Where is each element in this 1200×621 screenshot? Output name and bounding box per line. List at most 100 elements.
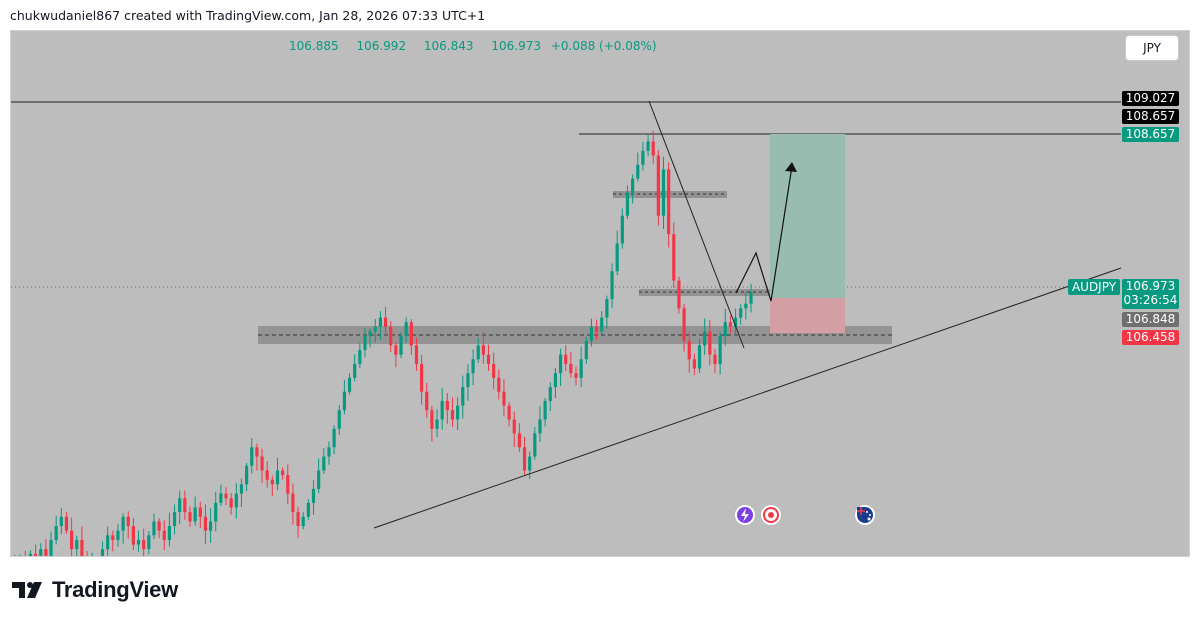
- candle-body: [152, 521, 156, 536]
- candle-body: [553, 373, 558, 388]
- candle-body: [317, 470, 321, 489]
- candle-body: [224, 493, 228, 499]
- candle-body: [116, 530, 120, 540]
- candle-body: [126, 516, 130, 527]
- candle-body: [723, 322, 727, 337]
- candle-body: [579, 359, 583, 378]
- currency-button[interactable]: JPY: [1125, 35, 1179, 61]
- ohlc-readout: 106.885 106.992 106.843 106.973 +0.088 (…: [289, 39, 671, 53]
- candle-body: [306, 502, 310, 517]
- candle-body: [420, 363, 424, 392]
- candle-body: [594, 326, 599, 332]
- candle-body: [49, 539, 53, 556]
- candle-body: [270, 479, 274, 485]
- candle-body: [59, 516, 63, 527]
- candle-body: [476, 345, 480, 360]
- candle-body: [739, 308, 743, 318]
- candle-body: [733, 317, 738, 327]
- ohlc-high: 106.992: [356, 39, 407, 53]
- price-chart[interactable]: [11, 31, 1190, 557]
- candle-body: [373, 326, 377, 332]
- candle-body: [265, 470, 269, 480]
- candle-body: [646, 141, 650, 151]
- candle-body: [291, 493, 295, 513]
- ohlc-open: 106.885: [289, 39, 339, 53]
- candle-body: [121, 516, 125, 531]
- candle-body: [425, 391, 429, 411]
- candle-body: [728, 322, 733, 327]
- candle-body: [245, 465, 249, 485]
- candle-body: [198, 507, 202, 517]
- candle-body: [80, 539, 84, 556]
- candle-body: [239, 484, 244, 494]
- attribution-text: chukwudaniel867 created with TradingView…: [10, 8, 486, 23]
- candle-body: [440, 400, 444, 420]
- candle-body: [368, 331, 372, 337]
- candle-body: [569, 363, 573, 374]
- candle-body: [111, 535, 115, 540]
- tradingview-brand-text: TradingView: [52, 577, 178, 602]
- candle-body: [677, 280, 681, 309]
- candle-body: [697, 345, 702, 369]
- candle-body: [682, 308, 686, 341]
- candle-body: [409, 322, 413, 346]
- candle-body: [172, 512, 177, 527]
- candle-body: [147, 535, 151, 550]
- ohlc-low: 106.843: [423, 39, 474, 53]
- candle-body: [466, 373, 470, 388]
- target-zone: [770, 134, 845, 298]
- candle-body: [430, 410, 434, 429]
- candle-body: [744, 303, 748, 309]
- projection-path: [735, 165, 793, 302]
- candle-body: [75, 539, 79, 550]
- candle-body: [178, 498, 182, 513]
- candle-body: [399, 336, 403, 355]
- candle-body: [703, 331, 707, 346]
- candle-body: [394, 345, 398, 355]
- candle-body: [404, 322, 408, 337]
- candle-body: [435, 419, 439, 429]
- candle-body: [347, 377, 352, 392]
- candle-body: [229, 498, 233, 508]
- candle-body: [100, 549, 105, 556]
- candle-body: [620, 215, 624, 244]
- candle-body: [641, 150, 645, 165]
- candle-body: [378, 317, 383, 327]
- candle-body: [33, 553, 38, 556]
- candle-body: [322, 456, 326, 471]
- price-label-target-dark: 108.657: [1122, 109, 1179, 124]
- candle-body: [414, 345, 419, 364]
- candle-body: [708, 331, 712, 355]
- candle-body: [136, 539, 141, 545]
- chart-area[interactable]: 106.885 106.992 106.843 106.973 +0.088 (…: [10, 30, 1190, 557]
- candle-body: [183, 498, 187, 513]
- candle-body: [718, 336, 722, 364]
- candle-body: [574, 373, 578, 378]
- candle-body: [167, 526, 172, 540]
- candle-body: [142, 539, 146, 550]
- candle-body: [64, 516, 69, 531]
- candle-body: [749, 292, 753, 304]
- candle-body: [481, 345, 485, 355]
- candle-body: [131, 526, 135, 545]
- candle-body: [219, 493, 223, 503]
- candle-body: [667, 169, 671, 235]
- candle-body: [301, 516, 305, 527]
- candle-body: [281, 470, 285, 476]
- ohlc-close: 106.973: [491, 39, 541, 53]
- candle-body: [353, 363, 357, 378]
- price-label-target: 108.657: [1122, 127, 1179, 142]
- candle-body: [656, 155, 660, 216]
- candle-body: [543, 400, 547, 420]
- candle-body: [250, 447, 254, 466]
- candle-body: [332, 428, 336, 448]
- candle-body: [522, 447, 527, 471]
- stop-zone: [770, 298, 845, 333]
- candle-body: [564, 354, 568, 364]
- candle-body: [275, 470, 280, 485]
- candle-body: [538, 419, 542, 434]
- candle-body: [39, 549, 43, 556]
- candle-body: [383, 317, 388, 327]
- candle-body: [54, 526, 58, 540]
- last-price-label: 106.973 03:26:54: [1122, 279, 1179, 309]
